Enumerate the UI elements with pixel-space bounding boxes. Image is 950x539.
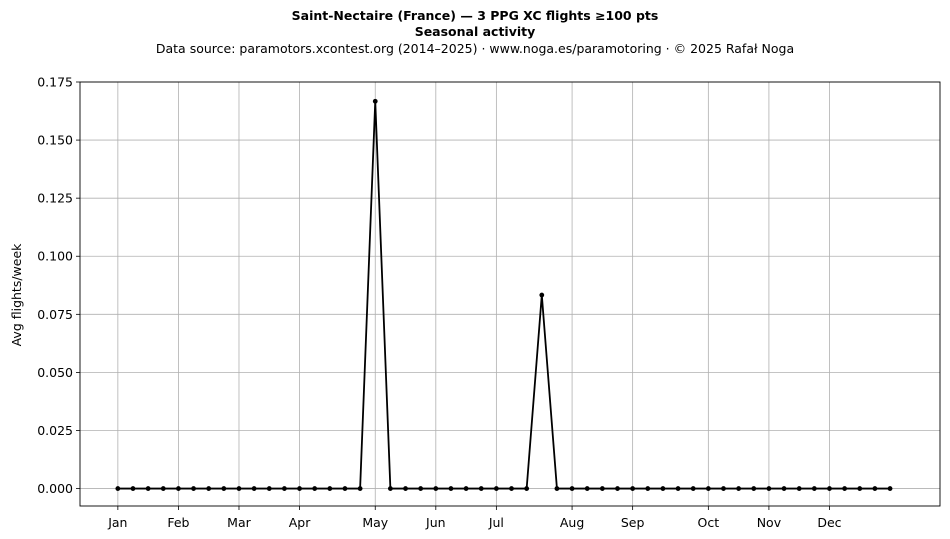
x-tick-label: Oct — [698, 515, 720, 530]
data-point — [251, 486, 257, 491]
x-tick-label: Mar — [227, 515, 251, 530]
data-point — [282, 486, 287, 491]
y-tick-label: 0.175 — [37, 75, 73, 90]
data-point — [176, 486, 181, 491]
data-point — [297, 486, 302, 491]
chart-header: Saint-Nectaire (France) — 3 PPG XC fligh… — [0, 8, 950, 58]
axes-layer — [79, 81, 941, 507]
plot-frame — [79, 81, 941, 507]
data-point — [827, 486, 832, 491]
grid-layer — [80, 81, 940, 506]
data-point — [630, 486, 636, 491]
data-point — [221, 486, 227, 491]
data-point — [660, 486, 666, 491]
data-point — [509, 486, 514, 491]
data-point — [615, 486, 620, 491]
data-point — [191, 486, 196, 491]
data-point — [387, 486, 393, 491]
data-point — [539, 292, 545, 298]
data-point — [796, 486, 802, 491]
data-point — [448, 486, 454, 491]
data-point — [872, 486, 878, 491]
y-tick-label: 0.025 — [37, 423, 73, 438]
y-tick-label: 0.125 — [37, 191, 73, 206]
data-point — [569, 486, 575, 491]
y-tick-label: 0.150 — [37, 133, 73, 148]
data-point — [857, 486, 863, 491]
y-tick-label: 0.050 — [37, 365, 73, 380]
data-point — [781, 486, 787, 491]
x-tick-label: Jun — [425, 515, 446, 530]
x-tick-label: Jan — [107, 515, 127, 530]
data-point — [236, 486, 242, 491]
chart-title: Saint-Nectaire (France) — 3 PPG XC fligh… — [291, 8, 659, 23]
data-point — [690, 486, 696, 491]
data-point — [675, 486, 681, 491]
data-point — [418, 486, 424, 491]
data-point — [811, 486, 817, 491]
ticks-layer: 0.000 0.025 0.050 0.075 0.100 0.125 0.150 0.175… — [37, 75, 841, 531]
x-tick-label: Nov — [757, 515, 782, 530]
data-point — [599, 486, 605, 491]
data-point — [115, 486, 121, 491]
x-tick-label: Feb — [167, 515, 189, 530]
data-point — [327, 486, 333, 491]
y-tick-label: 0.075 — [37, 307, 73, 322]
data-point — [493, 486, 499, 491]
x-tick-label: Jul — [488, 515, 504, 530]
y-tick-label: 0.100 — [37, 249, 73, 264]
x-tick-label: Sep — [621, 515, 645, 530]
data-point — [751, 486, 757, 491]
data-point — [478, 486, 484, 491]
data-point — [887, 486, 893, 491]
data-point — [766, 486, 772, 491]
series-line — [117, 100, 891, 490]
data-point — [145, 486, 151, 491]
data-point — [524, 486, 530, 491]
data-point — [372, 98, 378, 104]
data-point — [342, 486, 348, 491]
data-point — [433, 486, 439, 491]
data-point — [130, 486, 136, 491]
data-point — [705, 486, 711, 491]
data-point — [357, 486, 363, 491]
chart-subtitle: Seasonal activity — [414, 24, 536, 39]
data-point — [463, 486, 469, 491]
data-point — [312, 486, 318, 491]
y-axis-label: Avg flights/week — [9, 243, 24, 347]
data-point — [584, 486, 590, 491]
data-point — [266, 486, 272, 491]
chart-source: Data source: paramotors.xcontest.org (20… — [155, 41, 795, 56]
data-point — [736, 486, 742, 491]
series-layer — [115, 98, 893, 491]
x-tick-label: Aug — [560, 515, 584, 530]
x-tick-label: Apr — [289, 515, 311, 530]
x-tick-label: Dec — [817, 515, 841, 530]
data-point — [842, 486, 848, 491]
data-point — [554, 486, 560, 491]
data-point — [721, 486, 726, 491]
x-tick-label: May — [362, 515, 388, 530]
data-point — [206, 486, 212, 491]
data-point — [403, 486, 408, 491]
data-point — [645, 486, 651, 491]
y-tick-label: 0.000 — [37, 481, 73, 496]
data-point — [160, 486, 166, 491]
